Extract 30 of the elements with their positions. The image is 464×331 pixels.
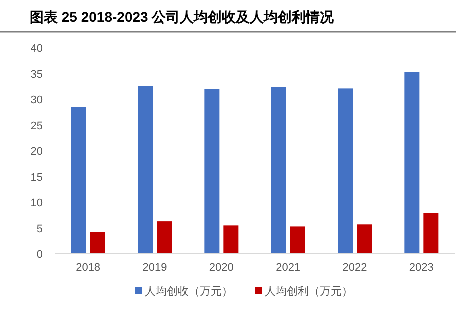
bar (424, 213, 439, 254)
bar (157, 222, 172, 254)
bar (404, 72, 420, 254)
legend-label: 人均创利（万元） (265, 285, 353, 298)
y-tick-label: 10 (30, 198, 43, 210)
title: 图表 25 2018-2023 公司人均创收及人均创利情况 (30, 9, 334, 25)
x-tick-label: 2023 (409, 262, 434, 274)
x-tick-label: 2020 (209, 262, 234, 274)
bar (290, 226, 306, 254)
y-tick-label: 40 (30, 43, 43, 55)
y-tick-label: 15 (30, 172, 43, 184)
y-tick-label: 35 (30, 68, 43, 81)
bar (138, 86, 153, 254)
y-tick-label: 30 (30, 94, 43, 106)
legend-label: 人均创收（万元） (145, 286, 233, 298)
x-tick-label: 2019 (142, 262, 168, 274)
bar (357, 224, 372, 254)
y-tick-label: 5 (36, 223, 43, 236)
bar (224, 226, 239, 254)
y-tick-label: 25 (30, 120, 43, 132)
y-tick-label: 20 (30, 146, 43, 158)
x-tick-label: 2021 (276, 262, 301, 274)
bar (71, 107, 86, 254)
x-tick-label: 2018 (76, 262, 101, 274)
bar (90, 232, 106, 254)
bar (338, 88, 353, 254)
y-tick-label: 0 (36, 249, 43, 261)
bar (271, 87, 286, 254)
x-tick-label: 2022 (342, 262, 368, 274)
bar (204, 89, 220, 254)
